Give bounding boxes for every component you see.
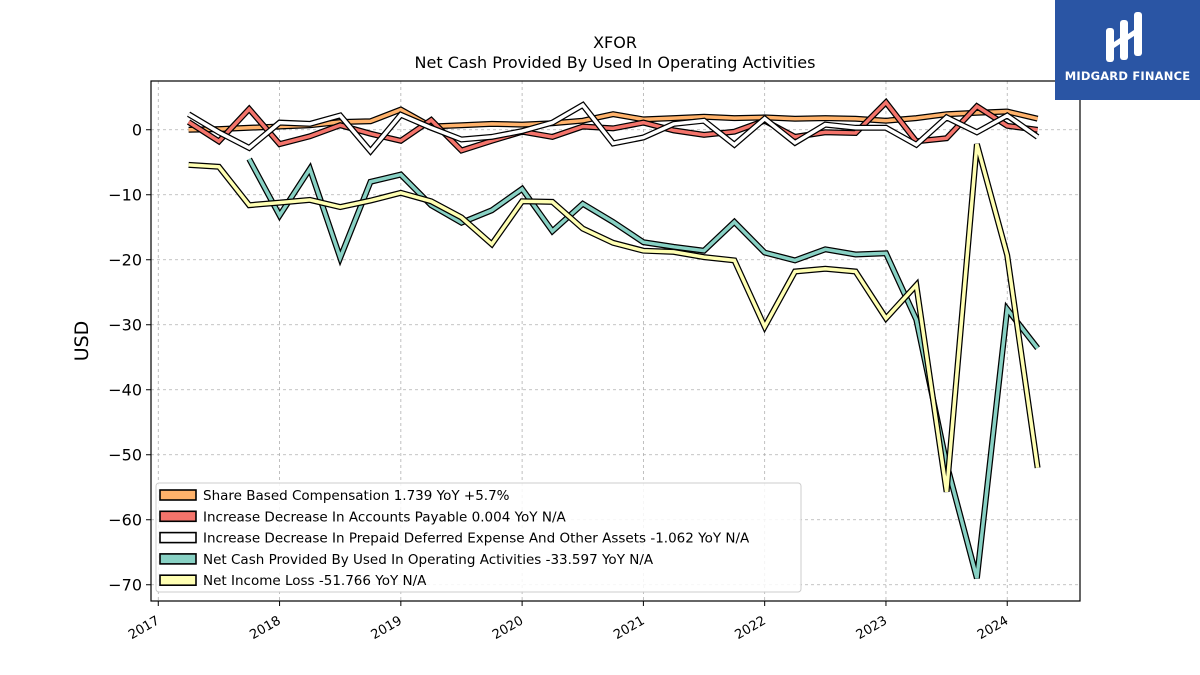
- brand-logo: MIDGARD FINANCE: [1055, 0, 1200, 100]
- legend-item: Increase Decrease In Prepaid Deferred Ex…: [159, 531, 750, 547]
- legend-swatch: [159, 510, 197, 523]
- y-tick-label: −30: [108, 315, 142, 334]
- series-3-line: [187, 101, 1040, 156]
- chart-subtitle: Net Cash Provided By Used In Operating A…: [415, 53, 816, 72]
- series-5-line: [188, 143, 1041, 493]
- legend-swatch: [159, 574, 197, 587]
- legend-item: Net Income Loss -51.766 YoY N/A: [159, 573, 427, 589]
- logo-emblem-icon: [1106, 12, 1142, 62]
- series-lines: [186, 97, 1041, 580]
- series-2-line: [186, 97, 1038, 154]
- series-path: [187, 102, 1039, 154]
- y-axis-ticks: 0 −10 −20 −30 −40 −50 −60 −70: [108, 120, 151, 594]
- y-tick-label: −60: [108, 510, 142, 529]
- chart-title: XFOR: [593, 33, 637, 52]
- y-tick-label: −20: [108, 250, 142, 269]
- legend-label: Net Cash Provided By Used In Operating A…: [203, 552, 654, 568]
- y-tick-label: −40: [108, 380, 142, 399]
- y-axis-label: USD: [71, 321, 93, 362]
- legend-swatch: [159, 553, 197, 565]
- series-path: [187, 99, 1038, 153]
- series-path: [188, 143, 1040, 493]
- legend-swatch: [159, 531, 197, 544]
- legend-label: Net Income Loss -51.766 YoY N/A: [203, 573, 427, 589]
- legend-label: Increase Decrease In Prepaid Deferred Ex…: [203, 531, 750, 547]
- plot-frame: [150, 80, 1081, 602]
- legend-label: Increase Decrease In Accounts Payable 0.…: [203, 509, 566, 525]
- legend: Share Based Compensation 1.739 YoY +5.7%…: [155, 482, 802, 593]
- legend-item: Share Based Compensation 1.739 YoY +5.7%: [159, 488, 510, 504]
- legend-box: [155, 482, 802, 593]
- y-tick-label: −50: [108, 445, 142, 464]
- legend-item: Increase Decrease In Accounts Payable 0.…: [159, 509, 566, 525]
- y-tick-label: 0: [132, 120, 142, 139]
- y-tick-label: −10: [108, 185, 142, 204]
- logo-text: MIDGARD FINANCE: [1064, 69, 1191, 83]
- legend-swatch: [159, 489, 197, 501]
- legend-label: Share Based Compensation 1.739 YoY +5.7%: [203, 488, 510, 504]
- legend-item: Net Cash Provided By Used In Operating A…: [159, 552, 654, 568]
- y-tick-label: −70: [108, 575, 142, 594]
